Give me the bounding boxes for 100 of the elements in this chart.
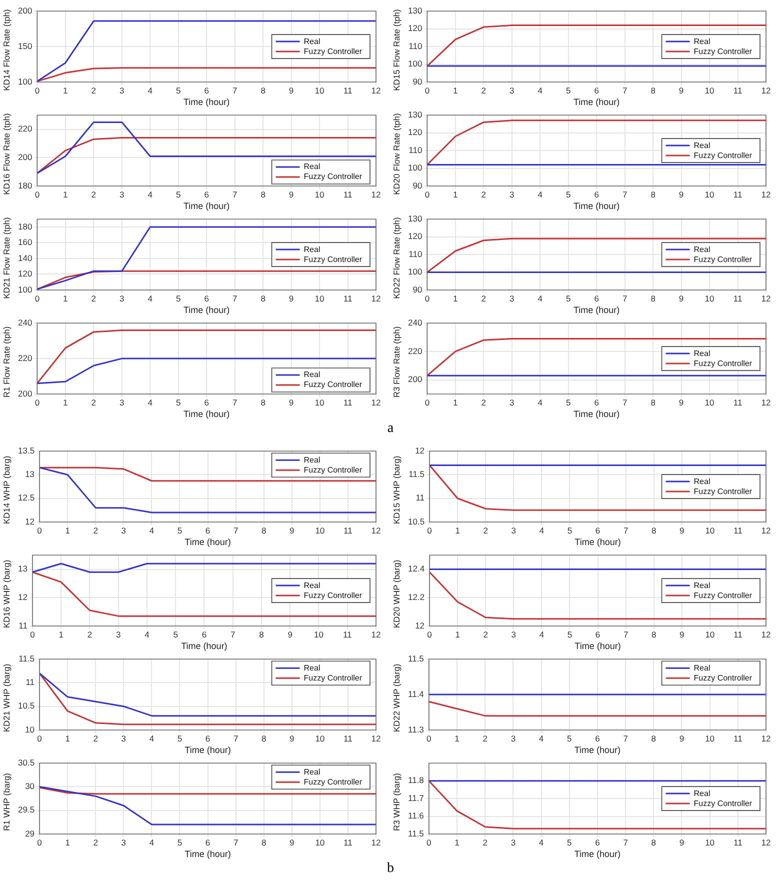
x-tick-label: 7	[233, 733, 238, 744]
x-tick-label: 7	[623, 733, 628, 744]
x-tick-label: 4	[149, 525, 154, 536]
x-tick-label: 1	[65, 733, 70, 744]
x-axis-title: Time (hour)	[574, 849, 621, 860]
x-tick-label: 11	[344, 525, 353, 536]
x-tick-label: 0	[30, 629, 36, 640]
x-tick-label: 7	[622, 293, 628, 304]
x-tick-label: 12	[761, 525, 771, 536]
x-tick-label: 3	[510, 189, 515, 200]
legend-label: Real	[304, 370, 320, 380]
x-axis-title: Time (hour)	[574, 641, 621, 652]
x-tick-label: 10	[705, 837, 715, 848]
x-tick-label: 5	[566, 189, 571, 200]
y-tick-label: 10.5	[408, 516, 425, 526]
x-tick-label: 12	[371, 837, 381, 848]
x-tick-label: 0	[424, 189, 430, 200]
x-tick-label: 7	[623, 629, 628, 640]
y-tick-label: 12.5	[18, 492, 35, 503]
y-tick-label: 11.5	[408, 653, 424, 664]
legend-label: Fuzzy Controller	[694, 798, 752, 808]
y-axis-title: KD22 WHP (barg)	[391, 664, 402, 732]
x-tick-label: 12	[761, 733, 771, 744]
x-tick-label: 9	[680, 629, 685, 640]
legend-label: Fuzzy Controller	[304, 465, 362, 474]
x-tick-label: 10	[314, 85, 325, 96]
legend-label: Fuzzy Controller	[304, 380, 362, 390]
x-tick-label: 8	[260, 85, 266, 96]
x-tick-label: 8	[651, 525, 656, 536]
y-tick-label: 12.2	[408, 592, 425, 602]
x-tick-label: 10	[705, 733, 715, 744]
x-tick-label: 4	[149, 837, 154, 848]
y-tick-label: 240	[18, 317, 32, 328]
y-axis-title: KD15 Flow Rate (tph)	[391, 8, 402, 91]
x-tick-label: 1	[455, 629, 460, 640]
y-axis-title: R3 Flow Rate (tph)	[391, 326, 402, 398]
x-tick-label: 9	[678, 85, 684, 96]
legend-label: Real	[304, 455, 320, 464]
x-tick-label: 0	[427, 629, 432, 640]
y-tick-label: 90	[412, 284, 422, 294]
x-tick-label: 8	[261, 733, 266, 744]
x-tick-label: 3	[511, 629, 516, 640]
x-tick-label: 11	[343, 293, 352, 304]
x-axis-title: Time (hour)	[183, 201, 230, 212]
y-axis-title: KD16 Flow Rate (tph)	[1, 112, 12, 195]
x-tick-label: 1	[453, 293, 458, 304]
x-tick-label: 11	[733, 397, 742, 408]
x-tick-label: 2	[481, 293, 486, 304]
x-tick-label: 1	[63, 189, 68, 200]
y-tick-label: 200	[408, 374, 422, 384]
x-tick-label: 6	[594, 397, 600, 408]
x-tick-label: 2	[93, 733, 98, 744]
x-tick-label: 6	[204, 85, 210, 96]
x-tick-label: 4	[538, 189, 543, 200]
y-tick-label: 110	[408, 248, 422, 259]
y-axis-title: KD14 Flow Rate (tph)	[1, 8, 12, 91]
x-tick-label: 5	[176, 189, 181, 200]
x-tick-label: 6	[204, 189, 210, 200]
y-tick-label: 11.7	[408, 792, 424, 803]
x-tick-label: 4	[539, 629, 544, 640]
x-tick-label: 7	[622, 189, 628, 200]
y-tick-label: 30	[25, 781, 35, 792]
x-tick-label: 12	[371, 733, 381, 744]
x-tick-label: 10	[315, 525, 325, 536]
y-tick-label: 11	[26, 677, 35, 688]
y-tick-label: 200	[18, 388, 32, 398]
x-tick-label: 8	[650, 85, 656, 96]
y-tick-label: 13.5	[18, 445, 35, 456]
legend-label: Fuzzy Controller	[694, 358, 752, 368]
x-tick-label: 5	[567, 837, 572, 848]
x-axis-title: Time (hour)	[183, 409, 230, 420]
x-tick-label: 10	[314, 629, 324, 640]
x-tick-label: 2	[91, 397, 96, 408]
x-tick-label: 8	[651, 837, 656, 848]
x-tick-label: 10	[314, 293, 325, 304]
x-tick-label: 10	[314, 189, 325, 200]
legend-label: Fuzzy Controller	[694, 254, 752, 264]
x-tick-label: 2	[91, 293, 96, 304]
y-tick-label: 180	[18, 180, 32, 190]
y-axis-title: KD20 WHP (barg)	[391, 560, 402, 628]
x-axis-title: Time (hour)	[183, 97, 230, 108]
x-axis-title: Time (hour)	[183, 305, 230, 316]
x-tick-label: 6	[204, 293, 210, 304]
x-tick-label: 9	[288, 189, 294, 200]
x-tick-label: 9	[290, 837, 295, 848]
legend-label: Fuzzy Controller	[694, 590, 752, 600]
x-tick-label: 0	[37, 837, 42, 848]
x-tick-label: 10	[314, 397, 325, 408]
y-tick-label: 120	[408, 23, 422, 34]
x-axis-title: Time (hour)	[573, 97, 620, 108]
y-axis-title: KD20 Flow Rate (tph)	[391, 112, 402, 195]
x-tick-label: 6	[594, 85, 600, 96]
x-tick-label: 11	[734, 629, 743, 640]
y-tick-label: 130	[408, 109, 422, 120]
y-tick-label: 120	[408, 231, 422, 242]
y-tick-label: 11.3	[408, 724, 424, 734]
x-tick-label: 7	[233, 525, 238, 536]
y-tick-label: 11.8	[408, 775, 424, 786]
x-tick-label: 5	[567, 733, 572, 744]
x-tick-label: 12	[371, 293, 381, 304]
